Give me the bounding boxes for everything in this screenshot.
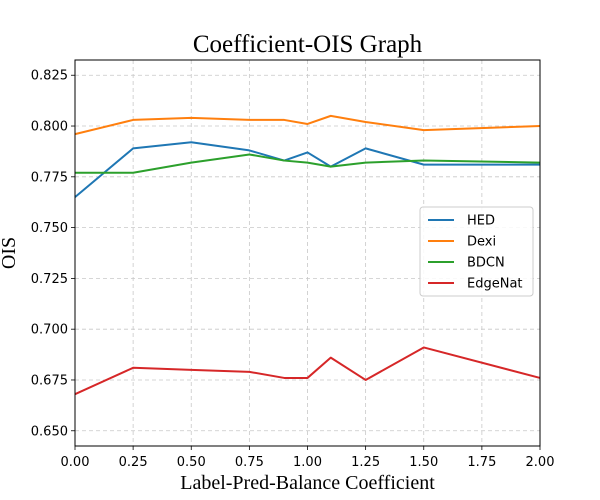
y-tick-label: 0.700 (31, 323, 68, 338)
y-tick-label: 0.650 (31, 424, 68, 439)
x-axis-label: Label-Pred-Balance Coefficient (180, 472, 435, 494)
legend-label-bdcn: BDCN (467, 256, 505, 271)
y-tick-label: 0.675 (31, 373, 68, 388)
legend-label-edgenat: EdgeNat (467, 277, 523, 292)
x-tick-label: 1.25 (351, 455, 380, 470)
legend-label-hed: HED (467, 214, 495, 229)
x-tick-label: 0.00 (61, 455, 90, 470)
x-tick-label: 0.25 (119, 455, 148, 470)
legend-box (419, 206, 534, 297)
legend: HED Dexi BDCN EdgeNat (419, 206, 534, 297)
y-axis: 0.650 0.675 0.700 0.725 0.750 0.775 0.800 0.825 (31, 69, 75, 439)
x-tick-label: 1.00 (293, 455, 322, 470)
x-tick-label: 2.00 (526, 455, 555, 470)
chart-title: Coefficient-OIS Graph (193, 31, 423, 58)
x-axis: 0.00 0.25 0.50 0.75 1.00 1.25 1.50 1.75 2.00 (61, 446, 555, 470)
legend-label-dexi: Dexi (467, 235, 496, 250)
series-line-edgenat (74, 346, 541, 396)
series-line-hed (74, 141, 540, 198)
series-layer (74, 114, 541, 396)
series-line-bdcn (75, 153, 541, 174)
series-line-dexi (74, 114, 541, 136)
y-tick-label: 0.725 (31, 272, 68, 287)
x-tick-label: 1.50 (409, 455, 438, 470)
y-tick-label: 0.825 (31, 69, 68, 84)
y-tick-label: 0.750 (31, 221, 68, 236)
y-tick-label: 0.800 (31, 120, 68, 135)
y-tick-label: 0.775 (31, 170, 68, 185)
x-tick-label: 1.75 (467, 455, 496, 470)
x-tick-label: 0.75 (235, 455, 264, 470)
x-tick-label: 0.50 (177, 455, 206, 470)
y-axis-label: OIS (0, 237, 20, 269)
